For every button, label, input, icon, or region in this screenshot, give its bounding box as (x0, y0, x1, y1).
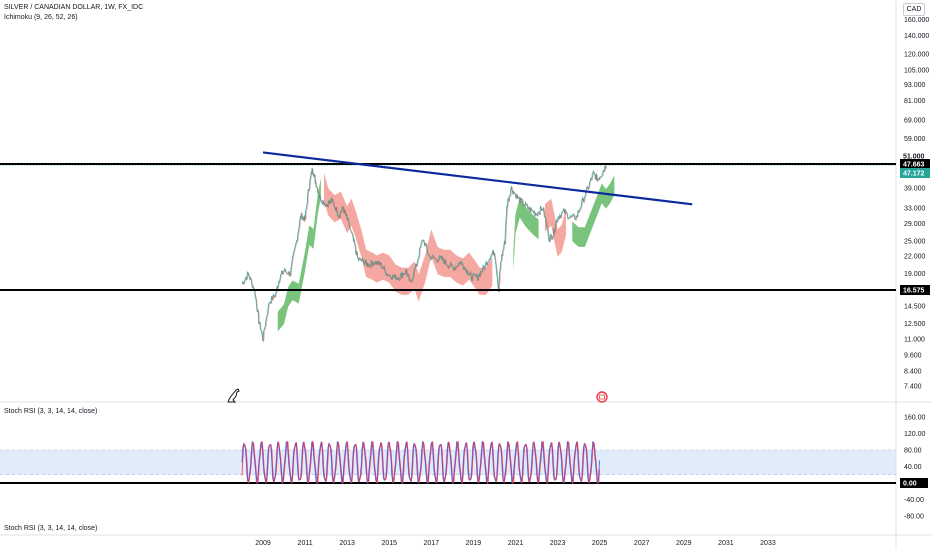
price-axis: 160.000 140.000 120.000 105.000 93.000 81.000… (900, 17, 930, 521)
time-tick-label: 2033 (760, 540, 776, 547)
event-marker-inner-icon (599, 394, 605, 400)
time-tick-label: 2029 (676, 540, 692, 547)
price-tick-label: 29.000 (904, 221, 926, 228)
price-tick-label: 12.500 (904, 321, 926, 328)
stoch-k-line (241, 440, 600, 485)
time-tick-label: 2025 (592, 540, 608, 547)
stoch-tick-label: 160.00 (904, 415, 926, 422)
time-tick-label: 2013 (339, 540, 355, 547)
price-tick-label: 140.000 (904, 33, 929, 40)
price-tick-label: 8.400 (904, 369, 922, 376)
stoch-tick-label: -80.00 (904, 514, 924, 521)
currency-badge[interactable]: CAD (903, 3, 925, 16)
price-tick-label: 25.000 (904, 238, 926, 245)
current-price-label: 47.172 (903, 170, 925, 177)
icons (227, 388, 608, 403)
chart-title: SILVER / CANADIAN DOLLAR, 1W, FX_IDC (4, 4, 144, 11)
stoch-rsi-legend[interactable]: Stoch RSI (3, 3, 14, 14, close) (4, 408, 98, 415)
ichimoku-legend[interactable]: Ichimoku (9, 26, 52, 26) (4, 14, 78, 21)
price-series (241, 165, 608, 342)
price-tick-label: 11.000 (904, 336, 925, 343)
time-tick-label: 2031 (718, 540, 734, 547)
time-tick-label: 2011 (298, 540, 313, 547)
support-price-label: 16.575 (903, 288, 925, 295)
time-tick-label: 2021 (508, 540, 524, 547)
price-tick-label: 39.000 (904, 185, 926, 192)
resistance-price-label: 47.663 (903, 162, 925, 169)
cloud-bearish (324, 172, 493, 302)
price-tick-label: 160.000 (904, 17, 929, 24)
stoch-tick-label: 120.00 (904, 431, 926, 438)
ichimoku-cloud (277, 172, 615, 332)
price-tick-label: 120.000 (904, 51, 929, 58)
time-tick-label: 2019 (466, 540, 482, 547)
stoch-rsi-pane (0, 440, 896, 485)
price-tick-label: 7.400 (904, 384, 922, 391)
resistance-price-label-bg (900, 159, 930, 169)
price-line-shadow (242, 165, 608, 342)
prev-price-label: 51.000 (903, 153, 925, 160)
stoch-tick-label: -40.00 (904, 497, 924, 504)
price-tick-label: 93.000 (904, 82, 926, 89)
cloud-bullish (513, 197, 539, 271)
price-tick-label: 69.000 (904, 117, 926, 124)
stoch-value-bg (900, 478, 928, 488)
time-tick-label: 2015 (381, 540, 397, 547)
price-tick-label: 19.000 (904, 271, 926, 278)
price-tick-label: 33.000 (904, 205, 926, 212)
price-tick-label: 81.000 (904, 98, 926, 105)
cloud-bullish (277, 178, 321, 332)
time-tick-label: 2009 (255, 540, 271, 547)
dinosaur-icon (227, 388, 240, 403)
price-tick-label: 9.600 (904, 353, 922, 360)
descending-trendline (262, 151, 693, 206)
price-tick-label: 14.500 (904, 303, 926, 310)
support-price-label-bg (900, 285, 930, 295)
price-tick-label: 105.000 (904, 67, 929, 74)
event-marker-icon (596, 391, 608, 403)
horizontal-levels (0, 163, 896, 291)
price-line (241, 165, 607, 342)
stoch-d-line (241, 440, 600, 485)
price-tick-label: 59.000 (904, 136, 926, 143)
time-axis: 2009 2011 2013 2015 2017 2019 2021 2023 2025 2027… (255, 540, 776, 547)
time-tick-label: 2017 (424, 540, 440, 547)
price-tick-label: 22.000 (904, 254, 926, 261)
stoch-value-label: 0.00 (903, 481, 917, 488)
prev-price-label-bg (900, 150, 930, 161)
time-tick-label: 2027 (634, 540, 650, 547)
stoch-tick-label: 40.00 (904, 464, 922, 471)
stoch-tick-label: 80.00 (904, 448, 922, 455)
current-price-label-bg (900, 167, 930, 178)
time-tick-label: 2023 (550, 540, 566, 547)
trendline (262, 151, 693, 206)
stoch-rsi-legend-2[interactable]: Stoch RSI (3, 3, 14, 14, close) (4, 525, 98, 532)
